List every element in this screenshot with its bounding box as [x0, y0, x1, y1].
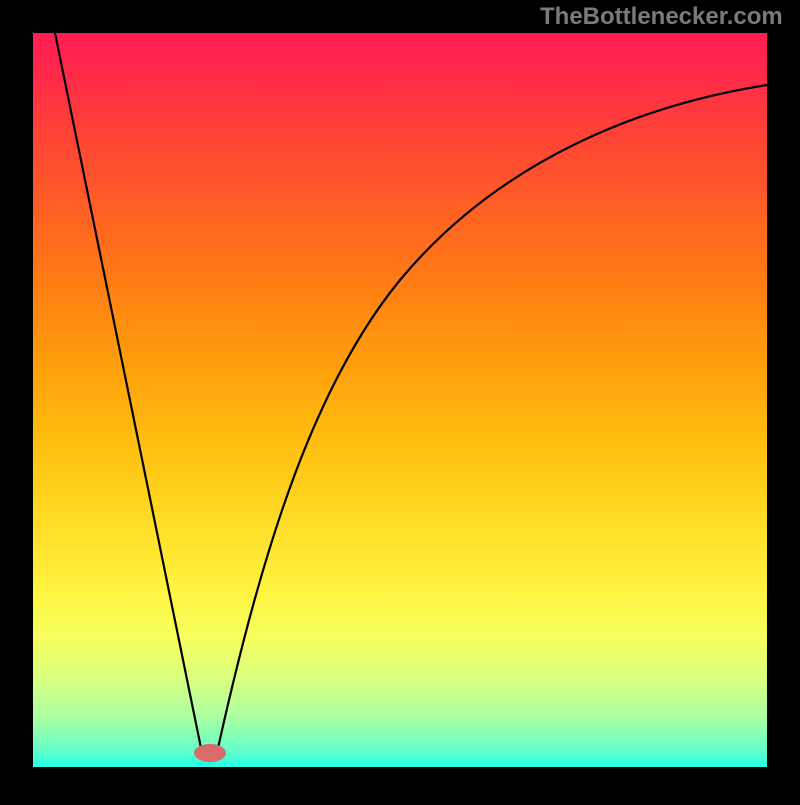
gradient-background [33, 33, 767, 767]
chart-frame [0, 0, 800, 805]
watermark-text: TheBottlenecker.com [540, 3, 783, 30]
watermark: TheBottlenecker.com [540, 3, 783, 31]
chart-svg [0, 0, 800, 800]
bottleneck-marker [194, 744, 226, 762]
